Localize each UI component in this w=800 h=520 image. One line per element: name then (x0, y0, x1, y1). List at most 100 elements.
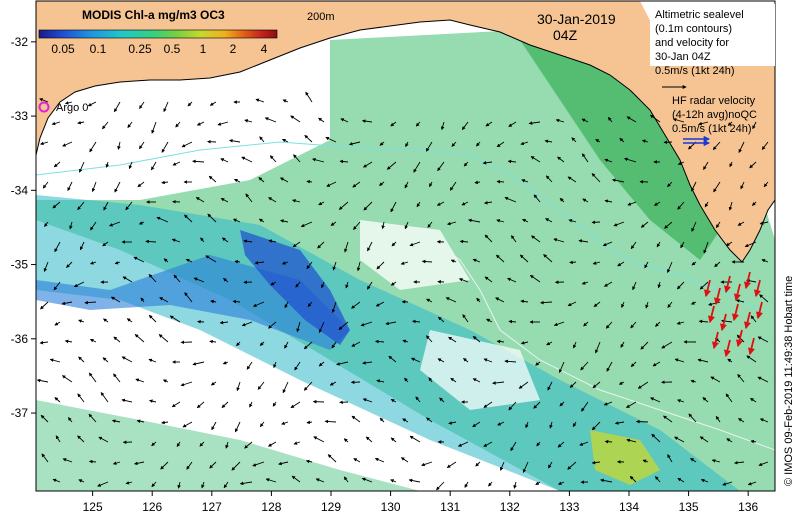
velocity-arrow (64, 101, 73, 105)
cloud-gap-4 (70, 340, 250, 410)
velocity-arrow (313, 436, 325, 443)
velocity-arrow (568, 219, 577, 223)
velocity-arrow (97, 481, 109, 487)
velocity-arrow (105, 161, 110, 168)
velocity-arrow (305, 91, 313, 103)
velocity-arrow (103, 318, 109, 323)
x-tick-label: 131 (440, 500, 460, 514)
velocity-arrow (569, 260, 577, 265)
argo-label: Argo 0 (56, 102, 88, 114)
velocity-arrow (385, 321, 397, 326)
velocity-arrow (325, 136, 337, 143)
hf-velocity-arrow (723, 339, 731, 358)
velocity-arrow (536, 441, 541, 447)
velocity-arrow (482, 161, 493, 165)
velocity-arrow (630, 361, 637, 368)
hf-velocity-arrow (743, 271, 751, 290)
velocity-arrow (192, 361, 205, 366)
velocity-arrow (379, 181, 385, 186)
velocity-arrow (462, 314, 469, 323)
velocity-arrow (580, 361, 589, 371)
velocity-arrow (757, 336, 769, 343)
velocity-arrow (667, 454, 673, 463)
hf-velocity-arrow (747, 337, 755, 356)
velocity-arrow (472, 336, 481, 343)
velocity-arrow (390, 399, 397, 403)
velocity-arrow (40, 301, 49, 310)
velocity-arrow (492, 381, 505, 385)
velocity-arrow (89, 141, 97, 153)
velocity-arrow (553, 321, 565, 327)
velocity-arrow (496, 179, 505, 184)
hf-legend: HF radar velocity (4-12h avg)noQC 0.5m/s… (672, 95, 757, 147)
x-tick-label: 133 (559, 500, 579, 514)
velocity-arrow (265, 478, 277, 483)
hf-legend-line-2: (4-12h avg)noQC (672, 109, 757, 121)
velocity-arrow (281, 421, 289, 425)
velocity-arrow (161, 141, 169, 153)
velocity-arrow (304, 134, 313, 143)
velocity-arrow (41, 453, 49, 463)
velocity-arrow (759, 294, 769, 303)
velocity-arrow (520, 141, 529, 146)
cloud-gap-2 (360, 220, 470, 290)
velocity-arrow (472, 378, 481, 383)
velocity-arrow (185, 258, 193, 263)
velocity-arrow (721, 319, 733, 323)
velocity-arrow (761, 259, 769, 263)
hf-velocity-arrow (719, 313, 727, 332)
velocity-arrow (269, 155, 277, 163)
velocity-arrow (232, 299, 241, 304)
velocity-arrow (315, 478, 325, 483)
velocity-arrow (421, 461, 433, 467)
velocity-arrow (402, 418, 409, 423)
velocity-arrow (567, 461, 577, 470)
cloud-gap-1 (36, 90, 330, 185)
velocity-arrow (290, 401, 301, 409)
velocity-arrow (545, 175, 553, 183)
velocity-arrow (604, 439, 613, 444)
velocity-arrow (415, 121, 421, 127)
velocity-arrow (268, 239, 277, 243)
velocity-arrow (259, 341, 265, 346)
velocity-arrow (727, 358, 733, 363)
velocity-arrow (148, 314, 157, 323)
velocity-arrow (291, 475, 301, 483)
velocity-arrow (53, 161, 61, 168)
velocity-arrow (651, 433, 661, 443)
isobath-label: 200m (307, 11, 335, 23)
velocity-arrow (447, 221, 457, 226)
x-tick-label: 129 (321, 500, 341, 514)
velocity-arrow (677, 399, 685, 403)
velocity-arrow (225, 441, 229, 449)
velocity-arrow (688, 413, 697, 423)
velocity-arrow (758, 461, 769, 467)
chl-patch-deep-blue (240, 230, 350, 345)
velocity-arrow (450, 377, 457, 383)
altimetry-legend-box (650, 4, 775, 66)
velocity-arrow (567, 176, 577, 183)
velocity-arrow (296, 321, 301, 333)
velocity-arrow (484, 234, 493, 243)
velocity-arrow (158, 334, 169, 343)
velocity-arrow (518, 381, 529, 389)
velocity-arrow (361, 119, 373, 123)
velocity-arrow (128, 161, 133, 170)
velocity-arrow (533, 401, 541, 409)
velocity-arrow (114, 261, 121, 265)
velocity-arrow (169, 315, 181, 323)
velocity-arrow (89, 338, 97, 343)
velocity-arrow (245, 193, 253, 203)
velocity-arrow (77, 393, 85, 403)
colorbar-ticks: 0.05 0.1 0.25 0.5 1 2 4 (51, 42, 267, 56)
velocity-arrow (220, 198, 229, 203)
velocity-arrow (677, 477, 685, 483)
velocity-arrow (740, 181, 745, 190)
velocity-arrow (581, 118, 589, 123)
velocity-arrow (381, 221, 385, 230)
velocity-arrow (457, 441, 469, 447)
velocity-arrow (612, 178, 625, 183)
velocity-arrow (737, 373, 745, 383)
velocity-arrow (338, 201, 349, 210)
velocity-arrow (134, 334, 145, 343)
